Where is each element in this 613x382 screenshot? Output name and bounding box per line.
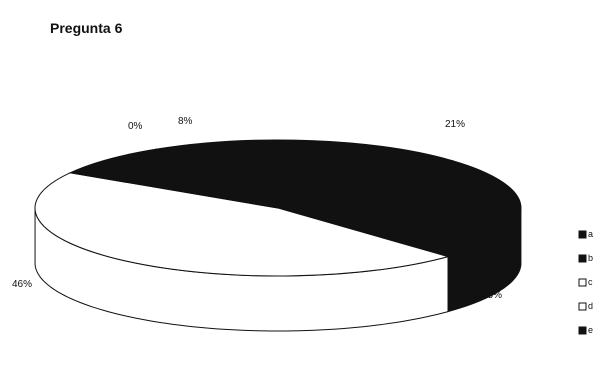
legend-label-d: d [588,301,593,311]
legend-swatch-d [578,302,587,311]
pie-group: 21% 25% 46% 0% 8% [12,116,522,332]
pie-label-b: 25% [482,290,502,301]
pie-label-e: 8% [178,116,193,127]
legend-label-e: e [588,325,593,335]
chart-title: Pregunta 6 [50,20,123,36]
pie-slice-c [34,172,450,277]
legend-swatch-b [578,254,587,263]
legend-label-a: a [588,229,593,239]
legend-label-c: c [588,277,593,287]
pie-label-a: 21% [445,119,465,130]
pie-slice-e [68,148,279,209]
pie-label-c: 46% [12,279,32,290]
pie-slice-a [154,139,454,209]
pie-slice-b [276,159,522,258]
legend: a b c d e [578,229,593,335]
legend-label-b: b [588,253,593,263]
legend-swatch-c [578,278,587,287]
legend-swatch-a [578,230,587,239]
pie-label-d: 0% [128,121,143,132]
legend-swatch-e [578,326,587,335]
